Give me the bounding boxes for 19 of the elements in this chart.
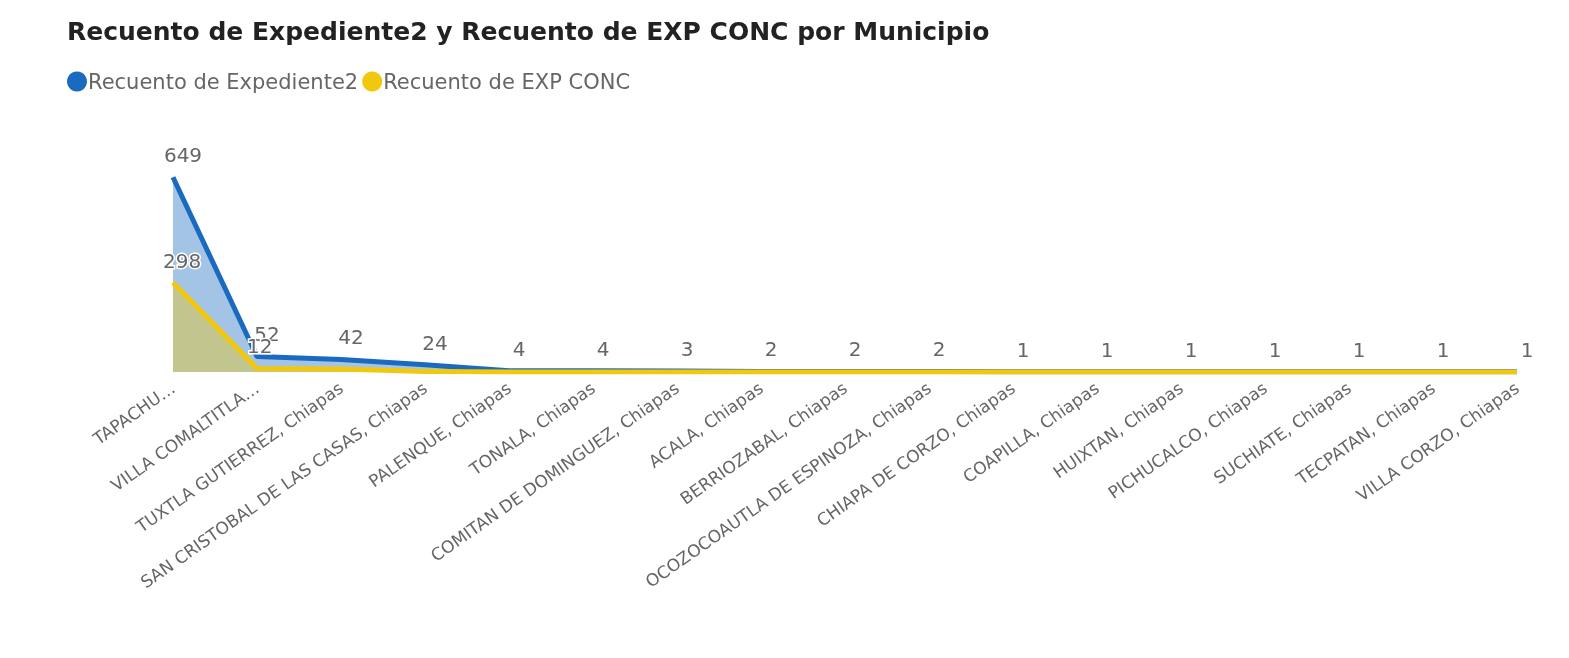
data-label: 649 — [163, 143, 203, 168]
legend-label: Recuento de Expediente2 — [88, 69, 359, 94]
data-label: 42 — [338, 325, 364, 350]
data-label: 24 — [422, 330, 448, 355]
data-label: 4 — [596, 336, 610, 361]
data-label: 2 — [848, 337, 862, 362]
data-label: 1 — [1268, 337, 1282, 362]
data-label: 4 — [512, 336, 526, 361]
data-label: 1 — [1520, 337, 1534, 362]
data-label: 1 — [1352, 337, 1366, 362]
data-label: 1 — [1016, 337, 1030, 362]
data-label: 3 — [680, 337, 694, 362]
chart-title: Recuento de Expediente2 y Recuento de EXP CONC por Municipio — [67, 17, 990, 46]
data-label: 2 — [932, 337, 946, 362]
legend-label: Recuento de EXP CONC — [383, 69, 631, 94]
data-label: 1 — [1184, 337, 1198, 362]
data-label: 1 — [1100, 337, 1114, 362]
data-label: 1 — [1436, 337, 1450, 362]
data-label: 2 — [764, 337, 778, 362]
